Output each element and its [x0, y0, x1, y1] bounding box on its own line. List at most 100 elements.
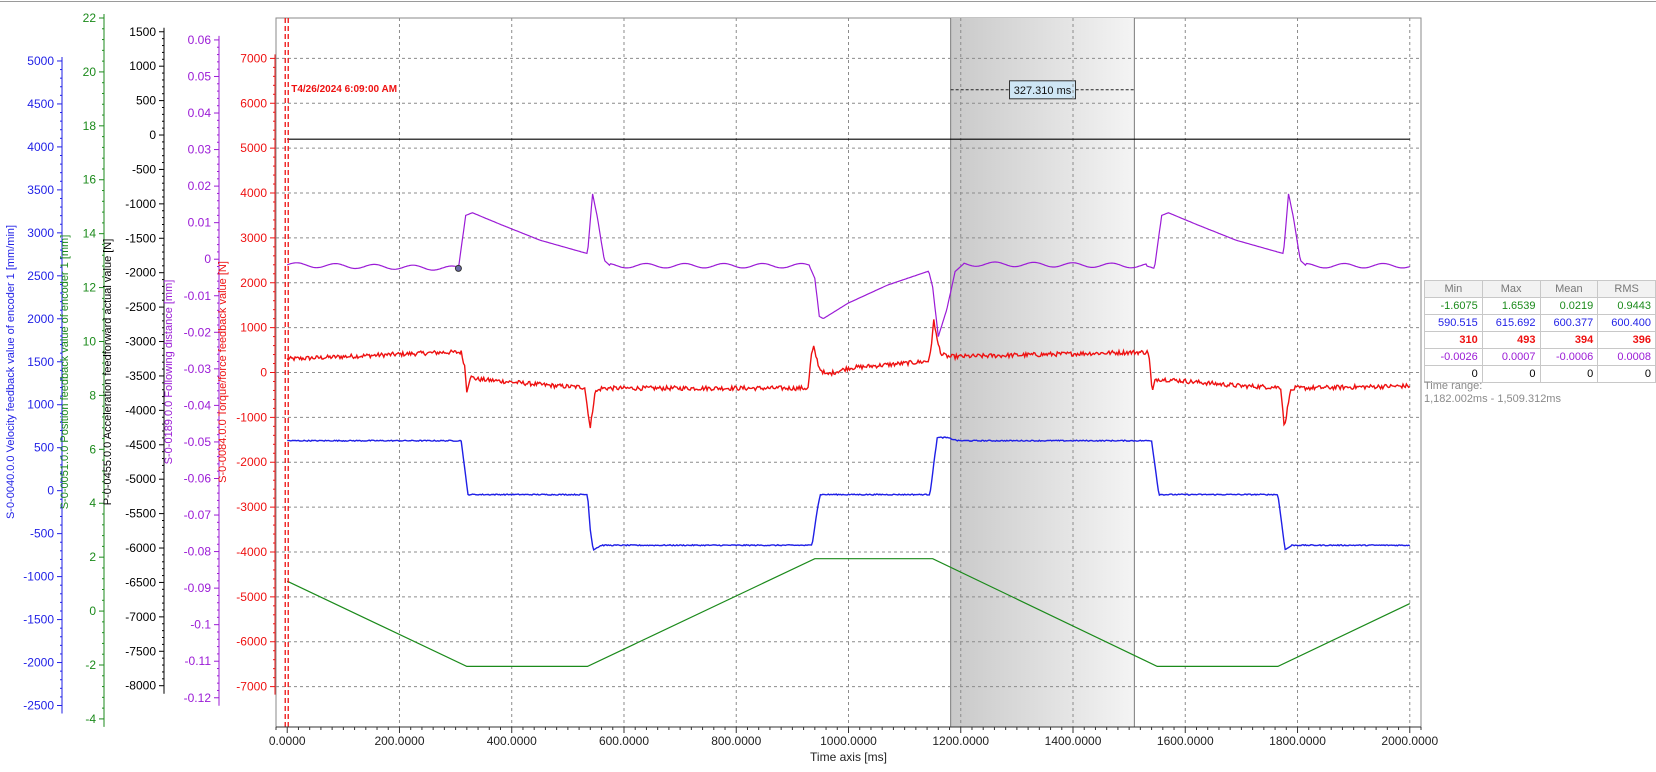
y-tick-label: 0.03	[188, 143, 212, 157]
x-tick-label: 1400.0000	[1045, 734, 1102, 748]
y-tick-label: -7000	[236, 680, 267, 694]
y-tick-label: -0.03	[184, 362, 212, 376]
y-tick-label: 3000	[240, 231, 267, 245]
y-tick-label: -6000	[236, 635, 267, 649]
duration-label: 327.310 ms	[1014, 85, 1072, 97]
y-axis-vel: 5000450040003500300025002000150010005000…	[5, 54, 63, 714]
y-tick-label: 0.05	[188, 69, 212, 83]
y-tick-label: -4	[85, 712, 96, 726]
y-tick-label: 20	[83, 65, 97, 79]
y-tick-label: -2500	[125, 300, 156, 314]
stat-header: Mean	[1539, 280, 1599, 298]
y-axis-label-trq: S-0-0084.0.0 Torque/force feedback value…	[217, 261, 229, 483]
stat-row: -1.6075 1.6539 0.0219 0.9443	[1424, 297, 1656, 315]
stat-cell: 0	[1597, 365, 1656, 383]
y-tick-label: 7000	[240, 51, 267, 65]
x-tick-label: 1600.0000	[1157, 734, 1214, 748]
y-tick-label: -2000	[23, 656, 54, 670]
series-line-1	[286, 193, 1410, 337]
y-tick-label: 0	[260, 366, 267, 380]
y-axis-acc: 1500 1000 500 0 -500 -1000 -1500 -2000 -2500 -300…	[102, 25, 165, 694]
y-tick-label: 2	[89, 550, 96, 564]
stat-cell: 396	[1597, 331, 1656, 349]
y-tick-label: -3500	[125, 369, 156, 383]
y-tick-label: 0.04	[188, 106, 212, 120]
selection-region[interactable]	[950, 18, 1135, 727]
stat-cell: 600.377	[1539, 314, 1599, 332]
y-tick-label: -0.11	[185, 654, 212, 668]
stat-cell: 0.0007	[1481, 348, 1541, 366]
stat-row: -0.0026 0.0007 -0.0006 0.0008	[1424, 348, 1656, 366]
y-tick-label: -1000	[23, 570, 54, 584]
stat-cell: 0.9443	[1597, 297, 1656, 315]
y-tick-label: 6	[89, 442, 96, 456]
stat-cell: -0.0026	[1424, 348, 1483, 366]
y-tick-label: -7500	[125, 644, 156, 658]
y-tick-label: 2500	[27, 269, 54, 283]
y-tick-label: -1000	[125, 197, 156, 211]
series-line-2	[286, 319, 1411, 429]
y-tick-label: -6500	[125, 575, 156, 589]
statistics-table: Min Max Mean RMS -1.6075 1.6539 0.0219 0.9443 5…	[1424, 280, 1656, 383]
y-tick-label: -4000	[125, 403, 156, 417]
y-tick-label: 0.02	[188, 179, 212, 193]
y-tick-label: -2500	[23, 699, 54, 713]
x-tick-label: 600.0000	[599, 734, 649, 748]
y-tick-label: 4	[89, 496, 96, 510]
y-tick-label: 4000	[240, 186, 267, 200]
y-tick-label: 2000	[240, 276, 267, 290]
stat-cell: 394	[1539, 331, 1599, 349]
x-tick-label: 0.0000	[269, 734, 306, 748]
x-tick-label: 800.0000	[711, 734, 761, 748]
y-tick-label: 3000	[27, 226, 54, 240]
y-tick-label: -500	[30, 527, 54, 541]
y-axis-trq: 7000 6000 5000 4000 3000 2000 1000 0 -1000 -2000 -…	[217, 51, 276, 695]
x-tick-label: 1200.0000	[932, 734, 989, 748]
y-tick-label: 2000	[27, 312, 54, 326]
y-tick-label: 1500	[27, 355, 54, 369]
stat-cell: 493	[1481, 331, 1541, 349]
y-tick-label: 22	[83, 11, 97, 25]
y-tick-label: 500	[136, 94, 156, 108]
y-tick-label: -1000	[236, 410, 267, 424]
x-tick-label: 1000.0000	[820, 734, 877, 748]
trigger-label: T4/26/2024 6:09:00 AM	[291, 84, 397, 95]
x-axis-label: Time axis [ms]	[810, 750, 887, 764]
x-tick-label: 2000.0000	[1381, 734, 1438, 748]
y-tick-label: 1000	[240, 321, 267, 335]
stat-header: Min	[1424, 280, 1483, 298]
y-tick-label: 0.06	[188, 33, 212, 47]
y-tick-label: 1000	[129, 59, 156, 73]
y-axis-label-vel: S-0-0040.0.0 Velocity feedback value of …	[5, 225, 17, 519]
y-tick-label: -1500	[125, 231, 156, 245]
y-tick-label: -2	[85, 658, 96, 672]
stat-cell: 1.6539	[1481, 297, 1541, 315]
stat-header: RMS	[1597, 280, 1656, 298]
y-tick-label: -8000	[125, 679, 156, 693]
y-tick-label: -5000	[236, 590, 267, 604]
stat-cell: -0.0006	[1539, 348, 1599, 366]
y-tick-label: 5000	[27, 54, 54, 68]
y-tick-label: -0.1	[190, 618, 211, 632]
stat-cell: 590.515	[1424, 314, 1483, 332]
cursor-point[interactable]	[454, 264, 462, 272]
stat-header: Max	[1481, 280, 1541, 298]
y-axis-label-pos: S-0-0051.0.0 Position feedback value of …	[59, 235, 71, 510]
y-tick-label: -3000	[125, 335, 156, 349]
y-tick-label: 3500	[27, 183, 54, 197]
y-tick-label: 14	[83, 227, 97, 241]
y-tick-label: -0.01	[184, 289, 212, 303]
y-tick-label: -0.12	[184, 691, 212, 705]
y-tick-label: 1500	[129, 25, 156, 39]
y-tick-label: -0.06	[184, 471, 212, 485]
y-tick-label: 0	[89, 604, 96, 618]
duration-label-box	[1009, 80, 1077, 100]
stat-cell: 615.692	[1481, 314, 1541, 332]
y-tick-label: -0.05	[184, 435, 212, 449]
series-line-4	[286, 558, 1411, 667]
y-tick-label: 10	[83, 334, 97, 348]
y-tick-label: 0	[204, 252, 211, 266]
y-tick-label: 16	[83, 173, 97, 187]
